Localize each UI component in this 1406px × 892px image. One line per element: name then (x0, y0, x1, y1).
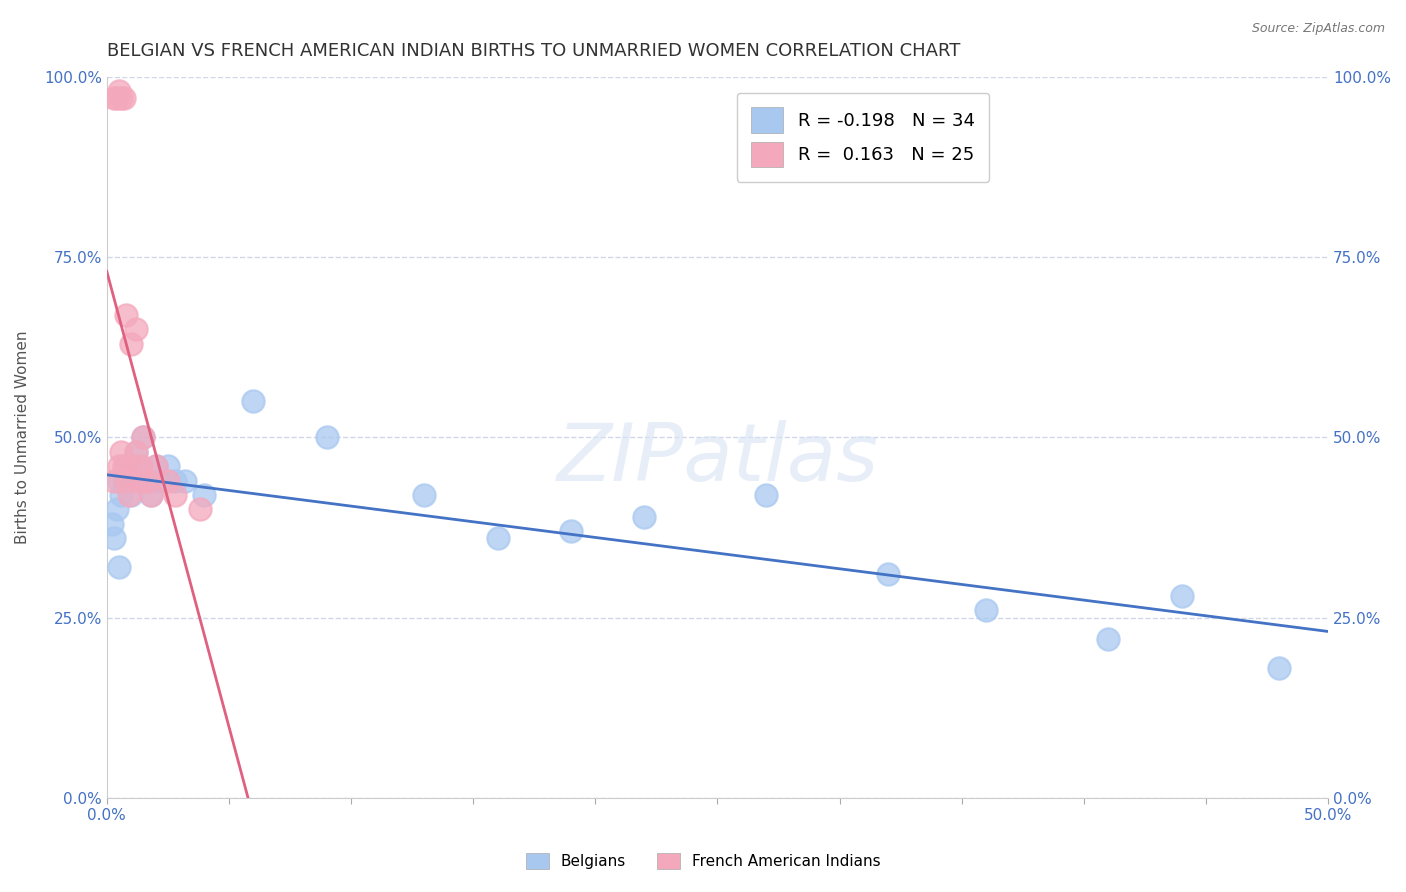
Legend: R = -0.198   N = 34, R =  0.163   N = 25: R = -0.198 N = 34, R = 0.163 N = 25 (737, 93, 990, 182)
Point (755, 488, 778, 502)
Point (1097, 632, 1119, 647)
Point (103, 474, 125, 488)
Point (103, 91, 125, 105)
Point (103, 532, 125, 546)
Point (115, 474, 138, 488)
Point (413, 488, 436, 502)
Point (110, 488, 132, 502)
Point (165, 474, 187, 488)
Point (1268, 661, 1291, 675)
Point (193, 488, 215, 502)
Point (136, 474, 159, 488)
Point (105, 502, 128, 516)
Point (132, 430, 155, 444)
Point (139, 488, 162, 502)
Point (877, 567, 900, 582)
Text: Source: ZipAtlas.com: Source: ZipAtlas.com (1251, 22, 1385, 36)
Point (156, 459, 179, 474)
Point (100, 516, 122, 531)
Point (560, 524, 582, 538)
Point (125, 444, 148, 458)
Point (112, 474, 135, 488)
Point (174, 474, 197, 488)
Point (108, 459, 131, 474)
Point (156, 474, 179, 488)
Point (145, 459, 167, 474)
Y-axis label: Births to Unmarried Women: Births to Unmarried Women (15, 331, 30, 544)
Point (165, 488, 187, 502)
Point (1170, 589, 1192, 603)
Point (120, 488, 142, 502)
Point (118, 488, 141, 502)
Point (145, 459, 167, 474)
Point (315, 430, 337, 444)
Point (125, 322, 148, 336)
Point (129, 474, 152, 488)
Point (149, 474, 172, 488)
Point (139, 488, 162, 502)
Point (132, 430, 155, 444)
Point (112, 91, 135, 105)
Point (110, 91, 132, 105)
Point (125, 444, 148, 458)
Point (115, 459, 138, 474)
Point (188, 502, 211, 516)
Point (120, 336, 142, 351)
Point (108, 84, 131, 98)
Point (118, 474, 141, 488)
Text: ZIPatlas: ZIPatlas (557, 420, 879, 498)
Point (486, 532, 509, 546)
Point (112, 459, 135, 474)
Point (974, 603, 997, 617)
Point (633, 509, 655, 524)
Point (115, 308, 138, 322)
Point (105, 91, 128, 105)
Point (120, 459, 142, 474)
Point (108, 474, 131, 488)
Point (129, 459, 152, 474)
Point (108, 560, 131, 574)
Point (136, 474, 159, 488)
Point (110, 444, 132, 458)
Text: BELGIAN VS FRENCH AMERICAN INDIAN BIRTHS TO UNMARRIED WOMEN CORRELATION CHART: BELGIAN VS FRENCH AMERICAN INDIAN BIRTHS… (107, 42, 960, 60)
Point (242, 394, 264, 409)
Point (128, 474, 150, 488)
Point (122, 459, 145, 474)
Legend: Belgians, French American Indians: Belgians, French American Indians (520, 847, 886, 875)
